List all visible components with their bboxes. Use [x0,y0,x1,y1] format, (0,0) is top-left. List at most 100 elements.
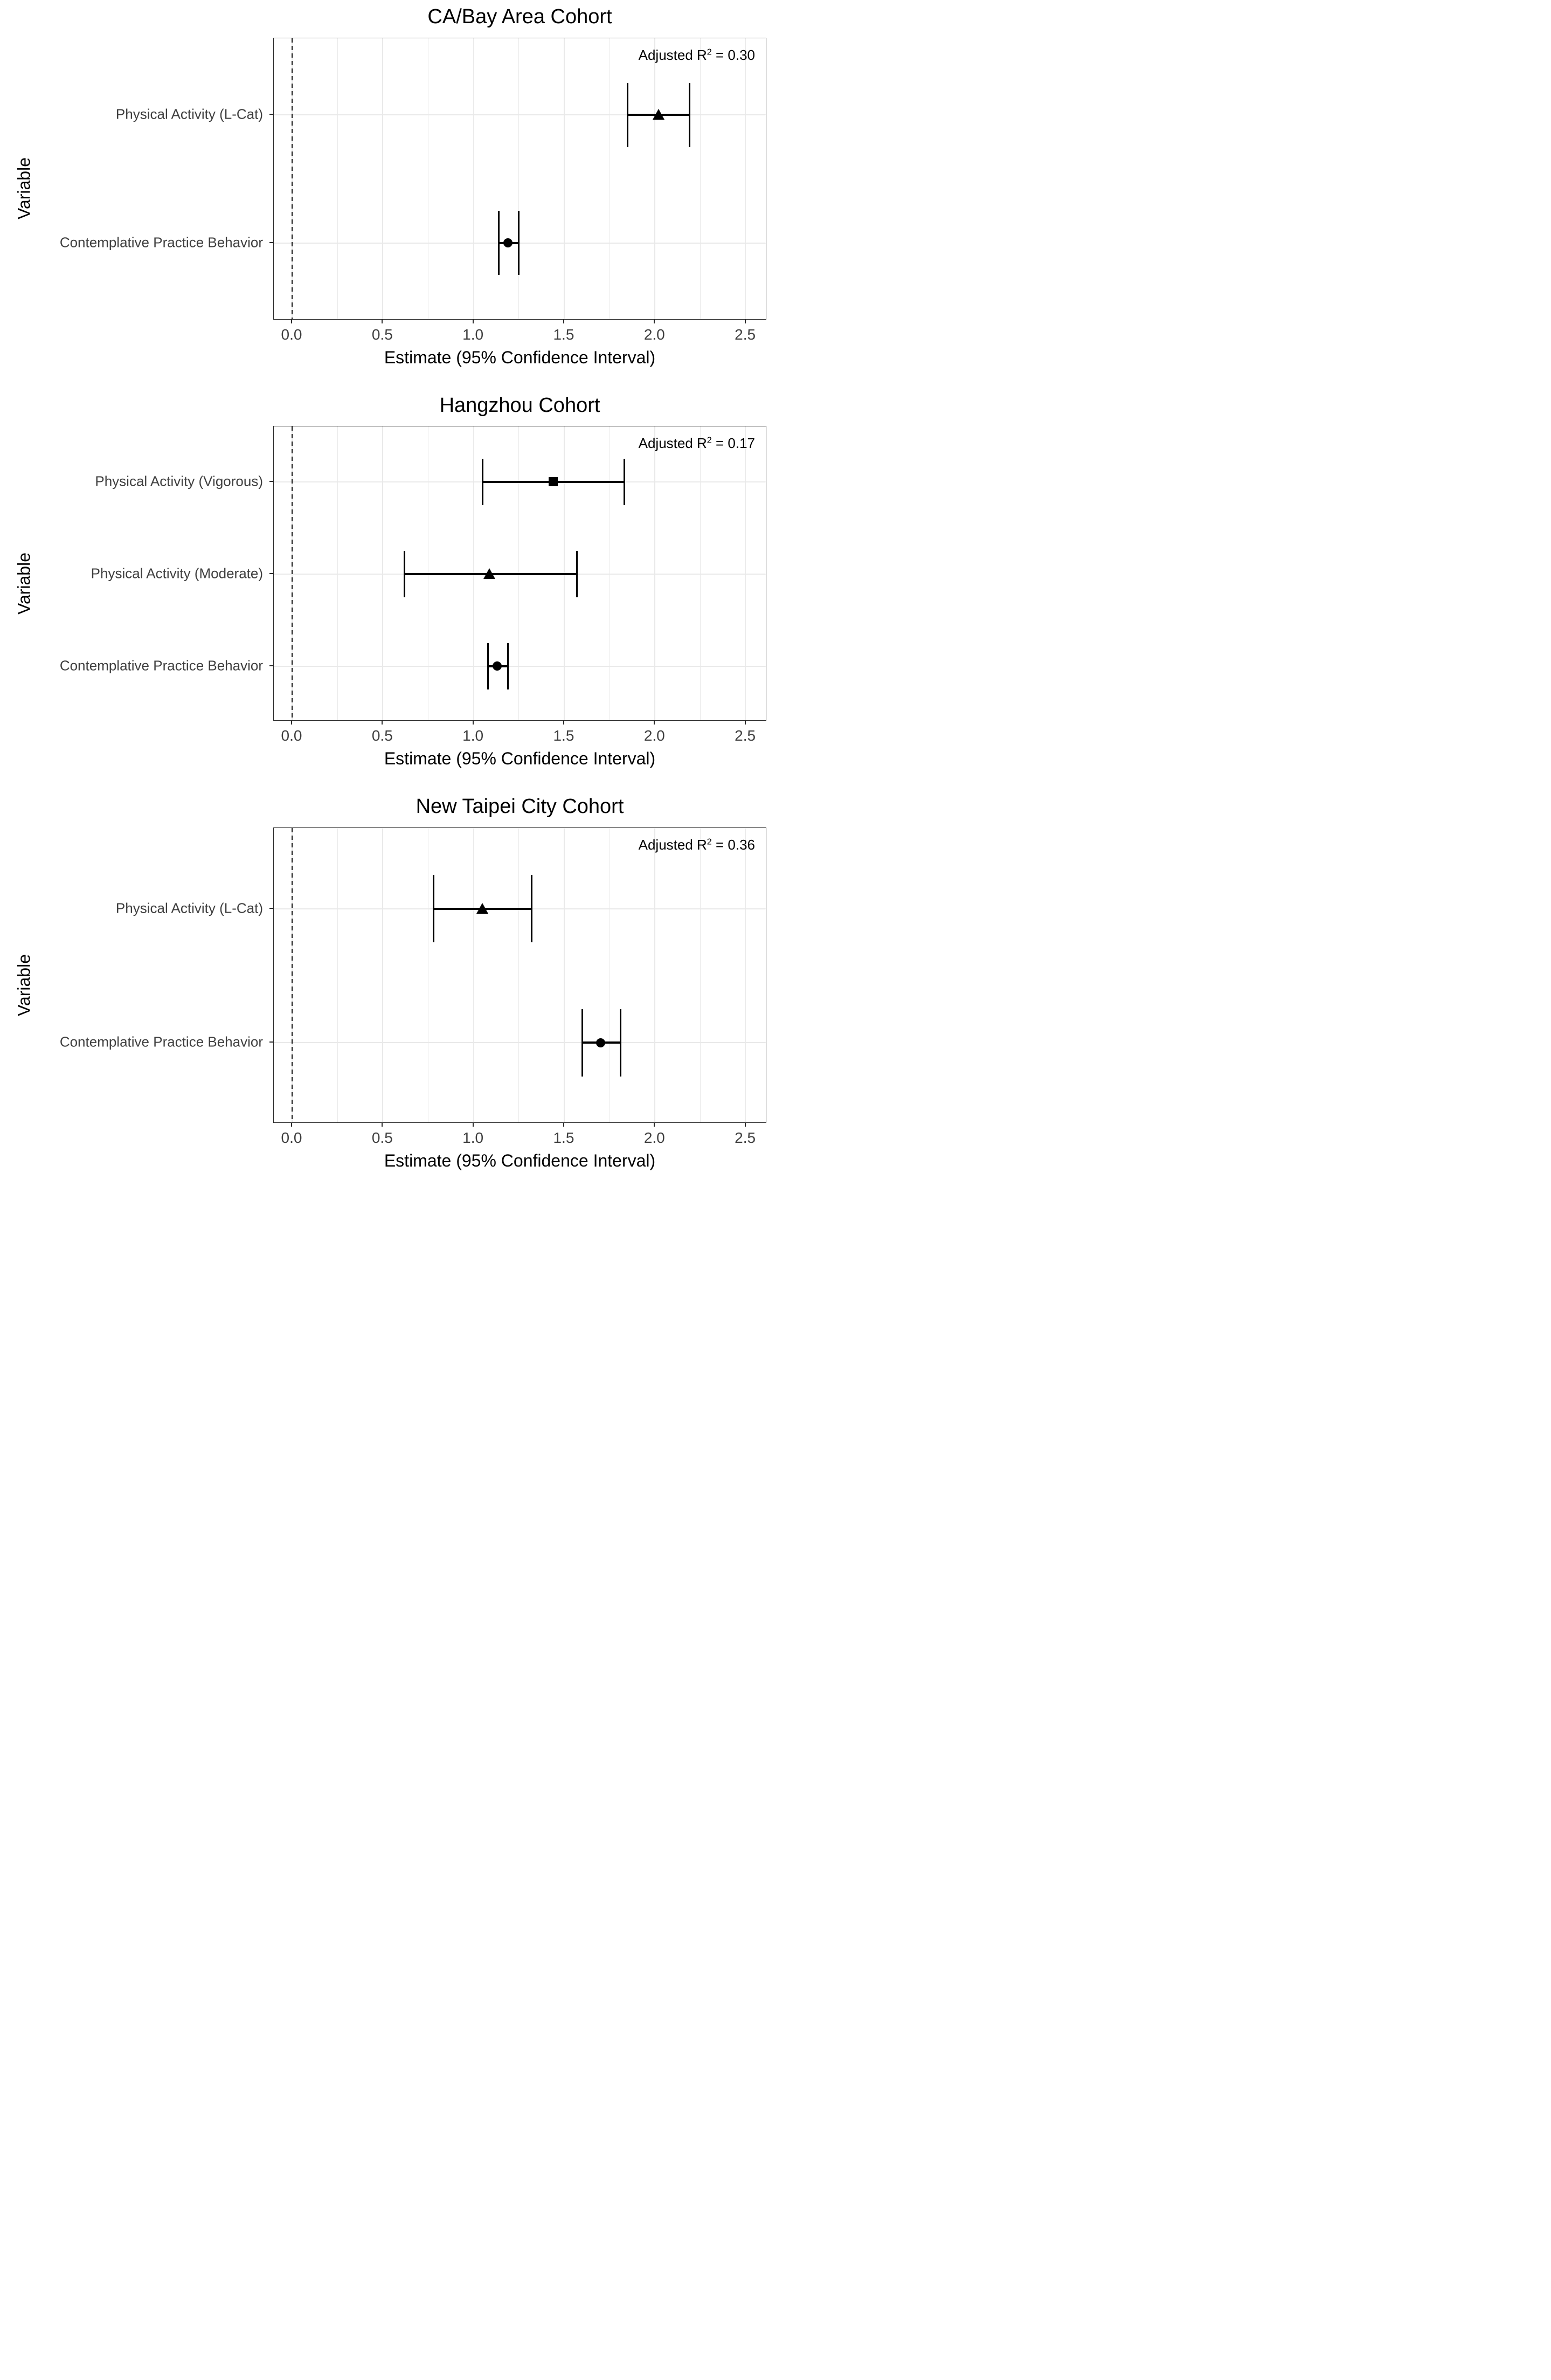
horizontal-gridline [274,665,766,667]
x-tick-label: 1.0 [462,727,484,744]
y-axis-title: Variable [14,157,34,220]
r2-text-value: = 0.36 [711,837,755,853]
vertical-gridline [700,828,701,1123]
marker-triangle [652,109,664,120]
x-axis-tick [654,1123,655,1127]
ci-cap-low [498,211,500,275]
category-label: Physical Activity (L-Cat) [115,106,263,123]
x-axis-title: Estimate (95% Confidence Interval) [384,347,656,367]
x-axis-tick [291,1123,292,1127]
y-axis-tick [269,1041,273,1043]
x-tick-label: 0.5 [371,727,393,744]
y-axis-title: Variable [14,552,34,615]
x-axis-tick [744,1123,746,1127]
panel-title: New Taipei City Cohort [416,795,624,818]
panel-title: Hangzhou Cohort [439,394,600,417]
adjusted-r2-annotation: Adjusted R2 = 0.17 [639,435,755,452]
r2-text-value: = 0.30 [711,46,755,63]
x-axis-tick [382,319,383,323]
x-axis-tick [291,319,292,323]
panel-title: CA/Bay Area Cohort [427,5,612,28]
vertical-gridline [473,38,474,319]
x-axis-tick [654,319,655,323]
category-label: Contemplative Practice Behavior [59,657,263,674]
y-axis-tick [269,665,273,666]
plot-area: Adjusted R2 = 0.17 [273,426,766,721]
marker-triangle [483,568,496,579]
x-tick-label: 1.5 [553,1129,574,1147]
forest-plot-figure: CA/Bay Area Cohort Variable Adjusted R2 = … [0,0,775,1212]
x-axis-tick [563,319,564,323]
x-axis-tick [382,1123,383,1127]
marker-circle [503,238,513,248]
category-label: Contemplative Practice Behavior [59,234,263,251]
panel-body: Variable Adjusted R2 = 0.36 Physical Activ… [0,827,775,1175]
r2-superscript: 2 [707,47,712,57]
horizontal-gridline [274,114,766,116]
vertical-gridline [564,38,565,319]
panel-body: Variable Adjusted R2 = 0.30 Physical Activ… [0,37,775,371]
marker-square [549,477,558,487]
panel-body: Variable Adjusted R2 = 0.17 Physical Activ… [0,426,775,772]
y-axis-tick [269,907,273,909]
y-axis-tick [269,114,273,115]
ci-cap-low [433,875,435,942]
x-axis-title: Estimate (95% Confidence Interval) [384,749,656,769]
ci-cap-low [581,1009,584,1077]
x-axis-tick [744,319,746,323]
x-tick-label: 2.0 [643,727,665,744]
x-axis-tick [291,721,292,725]
x-tick-label: 1.5 [553,326,574,343]
r2-text-value: = 0.17 [711,435,755,452]
vertical-gridline [654,38,656,319]
vertical-gridline [745,38,746,319]
r2-superscript: 2 [707,837,712,847]
ci-cap-low [481,459,483,505]
ci-cap-high [576,551,578,597]
ci-cap-high [518,211,520,275]
x-tick-label: 2.5 [735,727,756,744]
vertical-gridline [337,38,338,319]
x-tick-label: 2.5 [735,1129,756,1147]
y-axis-tick [269,242,273,243]
x-tick-label: 2.0 [643,1129,665,1147]
x-axis-tick [472,721,474,725]
x-axis-tick [472,1123,474,1127]
x-axis-tick [563,1123,564,1127]
ci-cap-low [487,643,489,689]
x-tick-label: 1.5 [553,727,574,744]
x-axis-tick [744,721,746,725]
ci-cap-high [688,83,690,147]
vertical-gridline [654,828,656,1123]
x-axis-tick [472,319,474,323]
y-axis-title-wrap: Variable [3,954,34,1016]
x-axis-title: Estimate (95% Confidence Interval) [384,1151,656,1171]
zero-reference-line [291,426,293,721]
vertical-gridline [518,828,520,1123]
y-axis-title-wrap: Variable [3,157,34,219]
y-axis-tick [269,480,273,482]
x-tick-label: 1.0 [462,1129,484,1147]
vertical-gridline [473,828,474,1123]
x-tick-label: 0.0 [281,326,302,343]
ci-cap-high [530,875,532,942]
category-label: Physical Activity (Moderate) [91,565,263,582]
panel-cohort-2: New Taipei City Cohort Variable Adjusted R… [0,795,775,1175]
vertical-gridline [382,828,384,1123]
ci-cap-low [404,551,406,597]
zero-reference-line [291,828,293,1123]
x-tick-label: 0.5 [371,1129,393,1147]
category-label: Physical Activity (Vigorous) [95,473,263,489]
vertical-gridline [337,828,338,1123]
x-tick-label: 2.0 [643,326,665,343]
adjusted-r2-annotation: Adjusted R2 = 0.36 [639,837,755,853]
x-tick-label: 2.5 [735,326,756,343]
horizontal-gridline [274,242,766,244]
vertical-gridline [518,38,520,319]
y-axis-title: Variable [14,954,34,1017]
plot-area: Adjusted R2 = 0.36 [273,827,766,1123]
r2-text-prefix: Adjusted R [638,435,707,452]
r2-text-prefix: Adjusted R [638,46,707,63]
category-label: Physical Activity (L-Cat) [115,900,263,916]
marker-circle [492,661,502,671]
